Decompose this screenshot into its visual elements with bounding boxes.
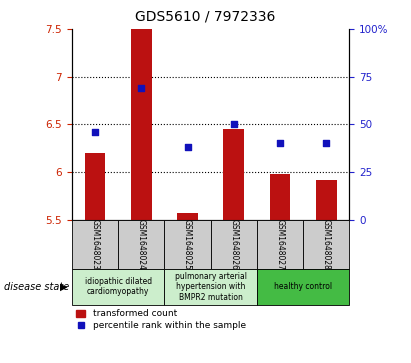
Bar [270,174,291,220]
Text: GDS5610 / 7972336: GDS5610 / 7972336 [135,9,276,23]
Bar [257,220,303,269]
Bar [72,269,164,305]
Bar [72,220,118,269]
Text: ▶: ▶ [60,282,68,292]
Text: GSM1648025: GSM1648025 [183,219,192,270]
Bar [164,220,211,269]
Point [277,140,283,146]
Point [138,85,145,91]
Text: disease state: disease state [4,282,69,292]
Point [323,140,330,146]
Text: GSM1648027: GSM1648027 [275,219,284,270]
Point [231,121,237,127]
Bar [177,213,198,220]
Point [184,144,191,150]
Legend: transformed count, percentile rank within the sample: transformed count, percentile rank withi… [76,309,246,330]
Text: idiopathic dilated
cardiomyopathy: idiopathic dilated cardiomyopathy [85,277,152,297]
Text: GSM1648028: GSM1648028 [322,219,331,270]
Bar [85,153,106,220]
Bar [257,269,349,305]
Bar [118,220,164,269]
Text: GSM1648026: GSM1648026 [229,219,238,270]
Bar [303,220,349,269]
Bar [223,129,244,220]
Bar [316,180,337,220]
Text: pulmonary arterial
hypertension with
BMPR2 mutation: pulmonary arterial hypertension with BMP… [175,272,247,302]
Bar [131,2,152,220]
Point [92,129,98,135]
Text: healthy control: healthy control [274,282,332,291]
Text: GSM1648023: GSM1648023 [90,219,99,270]
Text: GSM1648024: GSM1648024 [137,219,146,270]
Bar [164,269,257,305]
Bar [211,220,257,269]
